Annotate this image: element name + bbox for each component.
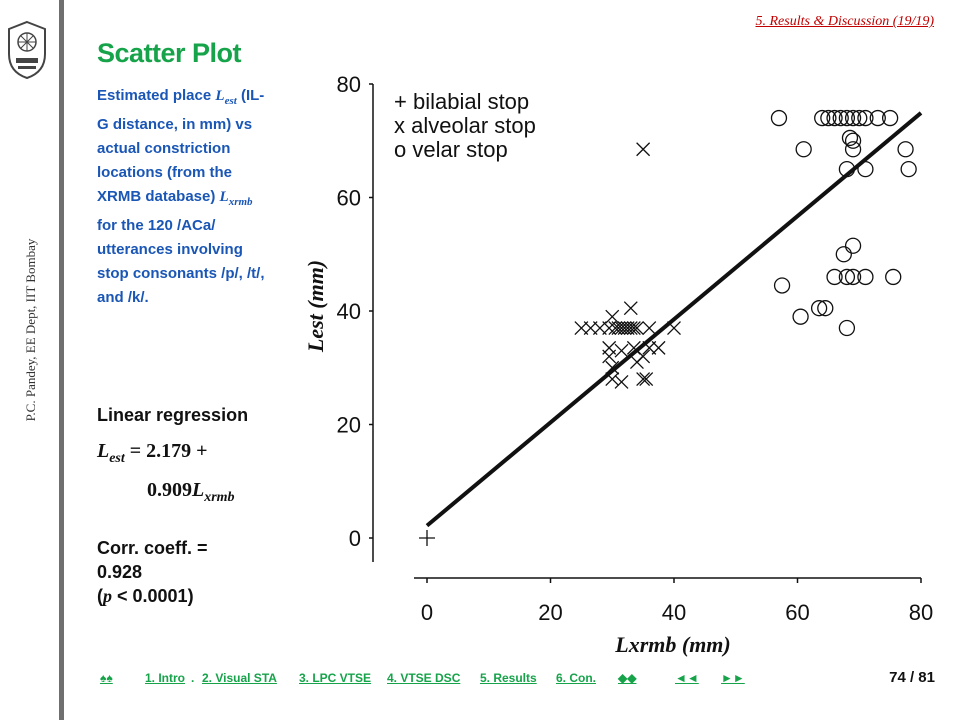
velar-point (844, 268, 862, 286)
alveolar-point (667, 321, 681, 335)
velar-point (820, 109, 837, 127)
alveolar-point (602, 349, 617, 364)
y-tick-label: 60 (337, 186, 361, 211)
alveolar-point (605, 372, 620, 387)
velar-point (838, 109, 856, 127)
y-tick-label: 40 (337, 299, 361, 324)
alveolar-point (605, 360, 620, 375)
nav-results[interactable]: 5. Results (480, 671, 537, 685)
alveolar-point (636, 372, 651, 387)
nav-diamond-icon[interactable]: ◆◆ (618, 671, 637, 685)
alveolar-point (629, 321, 644, 335)
velar-point (835, 246, 852, 263)
alveolar-point (639, 372, 654, 387)
nav-prev-icon[interactable]: ◄◄ (675, 671, 699, 685)
legend-entry: + bilabial stop (394, 89, 529, 114)
velar-point (881, 109, 899, 127)
nav-intro[interactable]: 1. Intro (145, 671, 186, 685)
alveolar-point (636, 142, 651, 157)
nav-home-icon[interactable]: ♠♠ (100, 671, 113, 685)
correlation-value: 0.928 (97, 562, 143, 582)
description-text: Estimated place Lest (IL-G distance, in … (97, 87, 265, 306)
x-tick-label: 0 (421, 600, 433, 625)
velar-point (885, 268, 902, 286)
y-tick-label: 0 (349, 526, 361, 551)
velar-point (857, 160, 874, 178)
velar-point (838, 160, 856, 178)
legend-entry: o velar stop (394, 137, 508, 162)
y-tick-label: 80 (337, 72, 361, 97)
alveolar-point (623, 321, 638, 335)
legend-entry: x alveolar stop (394, 113, 536, 138)
velar-point (814, 109, 831, 127)
velar-point (770, 109, 788, 127)
velar-point (857, 268, 874, 286)
page-title: Scatter Plot (97, 38, 242, 68)
velar-point (832, 109, 849, 127)
bilabial-point (419, 530, 435, 546)
alveolar-point (626, 321, 641, 335)
y-tick-label: 20 (337, 413, 361, 438)
velar-point (900, 160, 917, 178)
velar-point (844, 132, 862, 149)
velar-point (826, 268, 843, 286)
nav-visual-sta[interactable]: 2. Visual STA (202, 671, 277, 685)
nav-conclusion[interactable]: 6. Con. (556, 671, 597, 685)
velar-point (795, 141, 812, 158)
velar-point (851, 109, 868, 127)
regression-equation-line2: 0.909Lxrmb (147, 479, 235, 505)
velar-point (844, 141, 862, 158)
velar-point (838, 268, 856, 286)
velar-point (773, 277, 791, 294)
alveolar-point (623, 301, 638, 316)
regression-line (425, 111, 923, 528)
velar-point (810, 300, 828, 317)
page-number: 74 / 81 (889, 669, 935, 686)
velar-point (897, 141, 914, 158)
regression-heading: Linear regression (97, 405, 249, 425)
velar-point (857, 109, 874, 127)
x-axis-label: Lxrmb (mm) (614, 632, 731, 657)
correlation-text: Corr. coeff. = 0.928 (p < 0.0001) (97, 536, 267, 608)
nav-separator: . (191, 671, 195, 685)
regression-equation-line1: Lest = 2.179 + (97, 440, 208, 466)
nav-next-icon[interactable]: ►► (721, 671, 745, 685)
sidebar-divider (59, 0, 64, 720)
alveolar-point (614, 374, 629, 389)
correlation-label: Corr. coeff. = (97, 538, 208, 558)
section-header-link[interactable]: 5. Results & Discussion (19/19) (755, 14, 935, 29)
x-tick-label: 80 (909, 600, 933, 625)
x-tick-label: 20 (538, 600, 562, 625)
alveolar-point (614, 343, 629, 358)
velar-point (841, 129, 859, 147)
alveolar-point (605, 309, 620, 324)
velar-point (844, 109, 862, 127)
velar-point (817, 300, 834, 317)
alveolar-point (642, 321, 657, 335)
velar-point (838, 319, 856, 337)
alveolar-point (629, 355, 644, 370)
institute-logo (8, 20, 46, 80)
velar-point (844, 237, 862, 254)
nav-lpc-vtse[interactable]: 3. LPC VTSE (299, 671, 372, 685)
velar-point (869, 109, 886, 127)
velar-point (826, 109, 843, 127)
x-tick-label: 40 (662, 600, 686, 625)
velar-point (792, 308, 809, 325)
p-value: (p < 0.0001) (97, 586, 194, 606)
alveolar-point (651, 340, 666, 355)
x-tick-label: 60 (785, 600, 809, 625)
description-block: Estimated place Lest (IL-G distance, in … (97, 84, 272, 310)
y-axis-label: Lest (mm) (303, 260, 328, 353)
nav-vtse-dsc[interactable]: 4. VTSE DSC (387, 671, 461, 685)
